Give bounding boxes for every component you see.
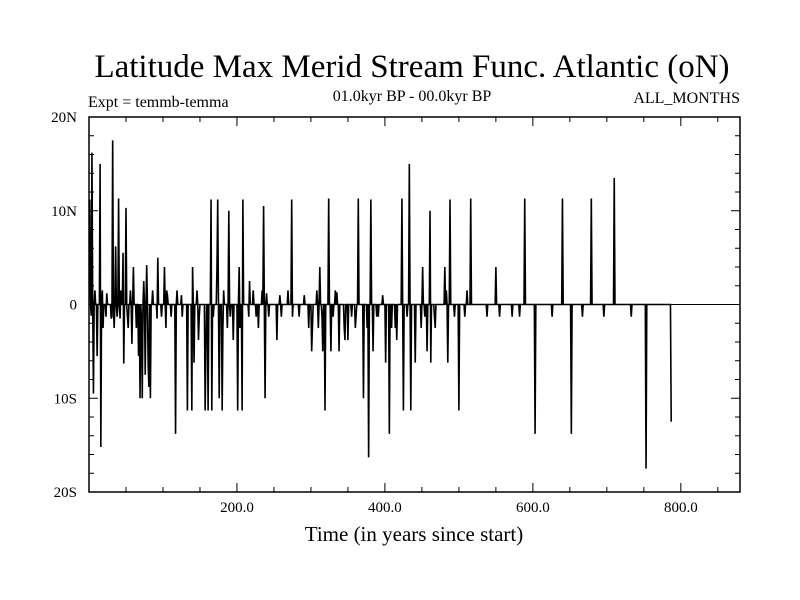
x-tick-label: 200.0 [220, 500, 254, 516]
chart-title: Latitude Max Merid Stream Func. Atlantic… [94, 49, 729, 85]
experiment-label: Expt = temmb-temma [88, 94, 229, 111]
plot-area [88, 116, 741, 493]
x-axis: 200.0 400.0 600.0 800.0 [125, 117, 719, 516]
y-axis: 20N 10N 0 10S 20S [51, 110, 740, 501]
x-tick-label: 400.0 [368, 500, 402, 516]
y-tick-label: 10N [51, 204, 77, 220]
period-label: 01.0kyr BP - 00.0kyr BP [333, 88, 492, 105]
y-tick-label: 0 [70, 298, 78, 314]
x-axis-label: Time (in years since start) [305, 522, 524, 546]
y-tick-label: 20S [54, 485, 77, 501]
y-tick-label: 10S [54, 391, 77, 407]
y-tick-label: 20N [51, 110, 77, 126]
x-tick-label: 600.0 [516, 500, 550, 516]
season-label: ALL_MONTHS [633, 90, 740, 107]
x-tick-label: 800.0 [664, 500, 698, 516]
